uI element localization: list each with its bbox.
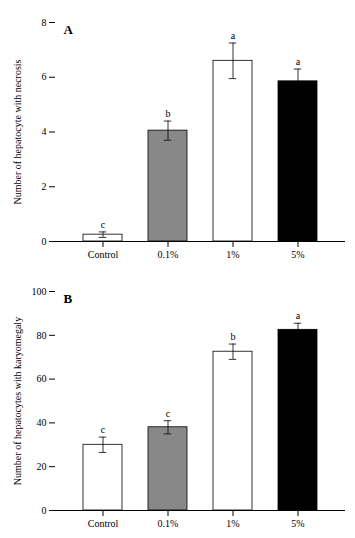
svg-text:b: b (166, 108, 171, 119)
svg-text:5%: 5% (291, 518, 304, 529)
svg-text:80: 80 (37, 330, 47, 341)
svg-text:40: 40 (37, 417, 47, 428)
svg-text:c: c (101, 219, 106, 230)
svg-text:B: B (64, 291, 73, 306)
svg-text:Control: Control (88, 518, 119, 529)
svg-text:1%: 1% (226, 518, 239, 529)
svg-text:Control: Control (88, 249, 119, 260)
svg-text:60: 60 (37, 373, 47, 384)
svg-text:2: 2 (42, 181, 47, 192)
svg-text:A: A (64, 22, 74, 37)
svg-text:0.1%: 0.1% (158, 249, 179, 260)
svg-text:c: c (166, 408, 171, 419)
svg-text:20: 20 (37, 461, 47, 472)
svg-text:0: 0 (42, 505, 47, 516)
svg-text:0.1%: 0.1% (158, 518, 179, 529)
svg-text:5%: 5% (291, 249, 304, 260)
svg-text:Number of hepatocytes with kar: Number of hepatocytes with karyomegaly (12, 317, 23, 485)
svg-text:a: a (296, 56, 301, 67)
svg-text:a: a (296, 310, 301, 321)
svg-text:0: 0 (42, 236, 47, 247)
svg-text:8: 8 (42, 17, 47, 28)
svg-text:a: a (231, 30, 236, 41)
svg-text:1%: 1% (226, 249, 239, 260)
svg-text:6: 6 (42, 71, 47, 82)
svg-text:Number of hepatocyte with necr: Number of hepatocyte with necrosis (12, 59, 23, 204)
svg-text:b: b (231, 331, 236, 342)
svg-text:4: 4 (42, 126, 47, 137)
svg-text:c: c (101, 424, 106, 435)
svg-text:100: 100 (32, 286, 47, 297)
